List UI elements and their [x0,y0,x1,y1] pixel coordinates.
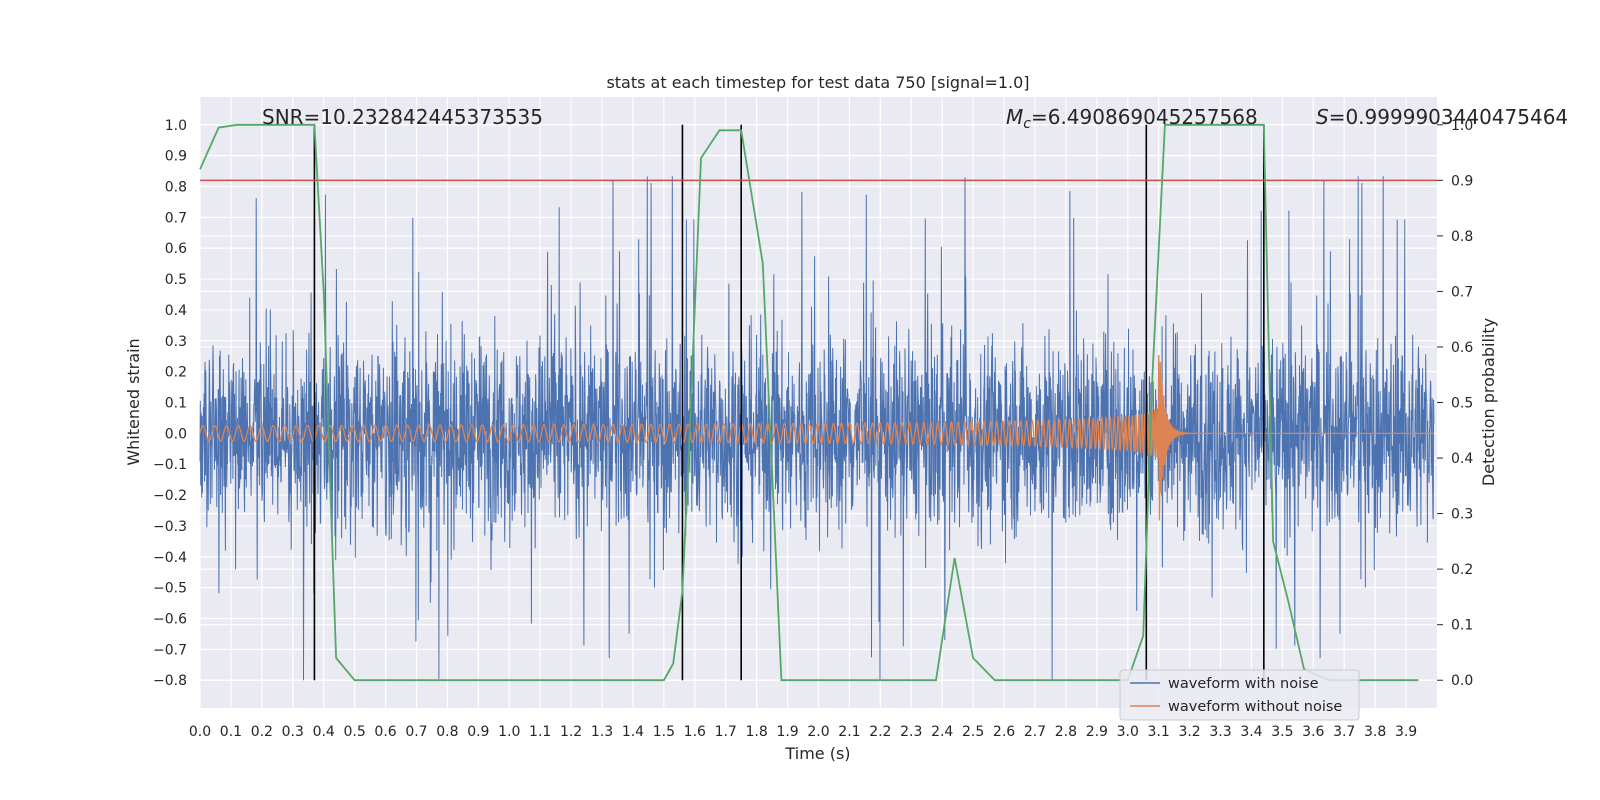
y-tick-label: −0.2 [153,488,187,504]
y2-tick-label: 0.7 [1451,284,1473,300]
x-tick-label: 2.5 [962,724,984,740]
y-tick-label: 0.5 [165,272,187,288]
y-tick-label: 0.1 [165,396,187,412]
chart-title: stats at each timestep for test data 750… [606,73,1029,92]
x-tick-label: 0.6 [374,724,396,740]
y2-tick-labels: 1.0 0.9 0.8 0.7 0.6 0.5 0.4 0.3 0.2 0.1 0.0 [1437,118,1473,689]
y2-tick-label: 0.3 [1451,507,1473,523]
x-tick-label: 2.7 [1024,724,1046,740]
x-tick-label: 0.3 [282,724,304,740]
x-tick-label: 1.1 [529,724,551,740]
x-tick-label: 3.1 [1148,724,1170,740]
x-tick-label: 2.4 [931,724,953,740]
x-tick-label: 1.2 [560,724,582,740]
x-tick-label: 3.2 [1178,724,1200,740]
x-tick-label: 2.9 [1086,724,1108,740]
y-tick-label: −0.3 [153,519,187,535]
x-tick-label: 0.4 [313,724,335,740]
legend: waveform with noise waveform without noi… [1119,669,1360,721]
y2-tick-label: 0.0 [1451,673,1473,689]
x-tick-label: 3.0 [1117,724,1139,740]
y2-axis-label: Detection probability [1479,318,1498,486]
x-tick-label: 3.3 [1209,724,1231,740]
y-tick-label: −0.4 [153,550,187,566]
x-tick-label: 0.7 [405,724,427,740]
series-waveform-without-noise [199,354,1434,521]
x-tick-label: 3.5 [1271,724,1293,740]
y2-tick-label: 0.8 [1451,229,1473,245]
mc-annotation: Mc=6.490869045257568 [1006,105,1258,132]
x-tick-label: 2.1 [838,724,860,740]
x-tick-label: 2.3 [900,724,922,740]
y-tick-label: 0.4 [165,303,187,319]
s-annotation: S=0.9999903440475464 [1316,105,1568,129]
x-tick-label: 0.2 [251,724,273,740]
y2-tick-label: 0.5 [1451,396,1473,412]
y-axis-label: Whitened strain [124,338,143,465]
x-tick-label: 3.8 [1364,724,1386,740]
y-tick-label: −0.5 [153,581,187,597]
y2-tick-label: 1.0 [1451,118,1473,134]
s-value: =0.9999903440475464 [1329,105,1568,129]
x-tick-label: 2.2 [869,724,891,740]
y2-tick-label: 0.6 [1451,340,1473,356]
mc-value: =6.490869045257568 [1031,105,1258,129]
legend-label-clean: waveform without noise [1168,699,1342,715]
series-waveform-with-noise [199,176,1435,681]
y2-tick-label: 0.4 [1451,451,1473,467]
x-axis-label: Time (s) [784,744,850,763]
x-tick-label: 2.0 [807,724,829,740]
y-tick-label: 0.0 [165,426,187,442]
x-tick-label: 1.4 [622,724,644,740]
legend-label-noise: waveform with noise [1168,676,1319,692]
y-tick-label: −0.8 [153,673,187,689]
y-tick-label: −0.6 [153,612,187,628]
x-tick-label: 1.8 [746,724,768,740]
probability-trace [199,123,1419,682]
s-symbol: S [1316,105,1329,129]
x-tick-label: 0.0 [189,724,211,740]
mc-symbol: M [1006,105,1023,129]
y-tick-labels: 1.0 0.9 0.8 0.7 0.6 0.5 0.4 0.3 0.2 0.1 0.0 −0.1 −0.… [153,118,187,689]
y-tick-label: 0.8 [165,179,187,195]
x-tick-label: 3.4 [1240,724,1262,740]
y-tick-label: −0.7 [153,642,187,658]
x-tick-label: 0.1 [220,724,242,740]
clean-trace [199,354,1434,521]
x-tick-label: 1.0 [498,724,520,740]
y2-tick-label: 0.2 [1451,562,1473,578]
y-tick-label: 1.0 [165,118,187,134]
y-tick-label: 0.7 [165,210,187,226]
x-tick-label: 3.6 [1302,724,1324,740]
x-tick-label: 1.9 [776,724,798,740]
x-tick-label: 0.8 [436,724,458,740]
y-tick-label: 0.2 [165,365,187,381]
x-tick-labels: 0.0 0.1 0.2 0.3 0.4 0.5 0.6 0.7 0.8 0.9 1.0 1.1 1.2 1… [189,724,1417,740]
x-tick-label: 3.7 [1333,724,1355,740]
x-tick-label: 1.7 [715,724,737,740]
series-detection-probability [199,123,1419,682]
x-tick-label: 3.9 [1395,724,1417,740]
x-tick-label: 2.8 [1055,724,1077,740]
x-tick-label: 1.5 [653,724,675,740]
y2-tick-label: 0.9 [1451,173,1473,189]
x-tick-label: 0.5 [343,724,365,740]
x-tick-label: 0.9 [467,724,489,740]
y-tick-label: 0.6 [165,241,187,257]
x-tick-label: 2.6 [993,724,1015,740]
y-tick-label: −0.1 [153,457,187,473]
noise-trace [199,176,1435,681]
x-tick-label: 1.3 [591,724,613,740]
legend-box [1119,669,1360,721]
y-tick-label: 0.9 [165,149,187,165]
y2-tick-label: 0.1 [1451,618,1473,634]
snr-annotation: SNR=10.232842445373535 [262,105,543,129]
mc-subscript: c [1023,116,1031,132]
x-tick-label: 1.6 [684,724,706,740]
y-tick-label: 0.3 [165,334,187,350]
